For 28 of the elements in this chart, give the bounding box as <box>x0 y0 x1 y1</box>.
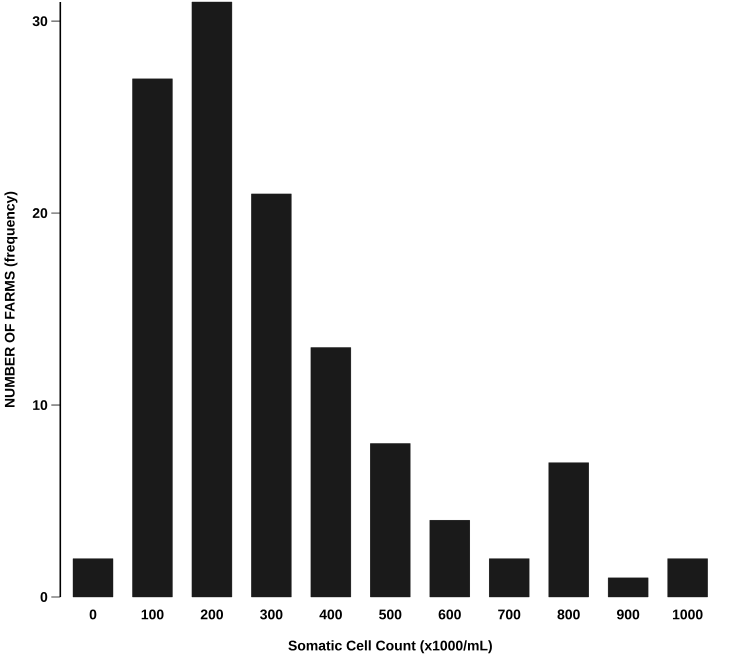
x-tick-label: 500 <box>379 610 402 620</box>
bar <box>489 558 530 598</box>
x-tick-label: 600 <box>438 610 461 620</box>
bar <box>548 462 589 598</box>
bar <box>370 443 411 598</box>
y-tick-label: 30 <box>32 16 48 26</box>
x-axis-title: Somatic Cell Count (x1000/mL) <box>288 640 492 654</box>
y-tick-label: 0 <box>40 592 48 602</box>
x-tick-label: 300 <box>260 610 282 620</box>
bar <box>608 578 648 598</box>
bar <box>430 520 470 598</box>
bar <box>192 2 232 598</box>
x-tick-label: 400 <box>319 610 342 620</box>
bar <box>667 558 708 598</box>
x-tick-label: 700 <box>498 610 520 620</box>
x-tick-label: 900 <box>617 610 640 620</box>
y-axis-title: NUMBER OF FARMS (frequency) <box>4 192 18 408</box>
x-tick-label: 1000 <box>672 610 703 620</box>
y-tick-label: 10 <box>33 400 48 410</box>
x-tick-label: 200 <box>200 610 223 620</box>
bar <box>132 78 173 598</box>
x-tick-label: 800 <box>557 610 580 620</box>
x-tick-label: 100 <box>142 610 164 620</box>
bar <box>251 194 292 598</box>
y-tick-label: 20 <box>32 208 48 218</box>
bar <box>310 347 352 598</box>
bar <box>72 558 114 598</box>
x-tick-label: 0 <box>90 610 96 620</box>
